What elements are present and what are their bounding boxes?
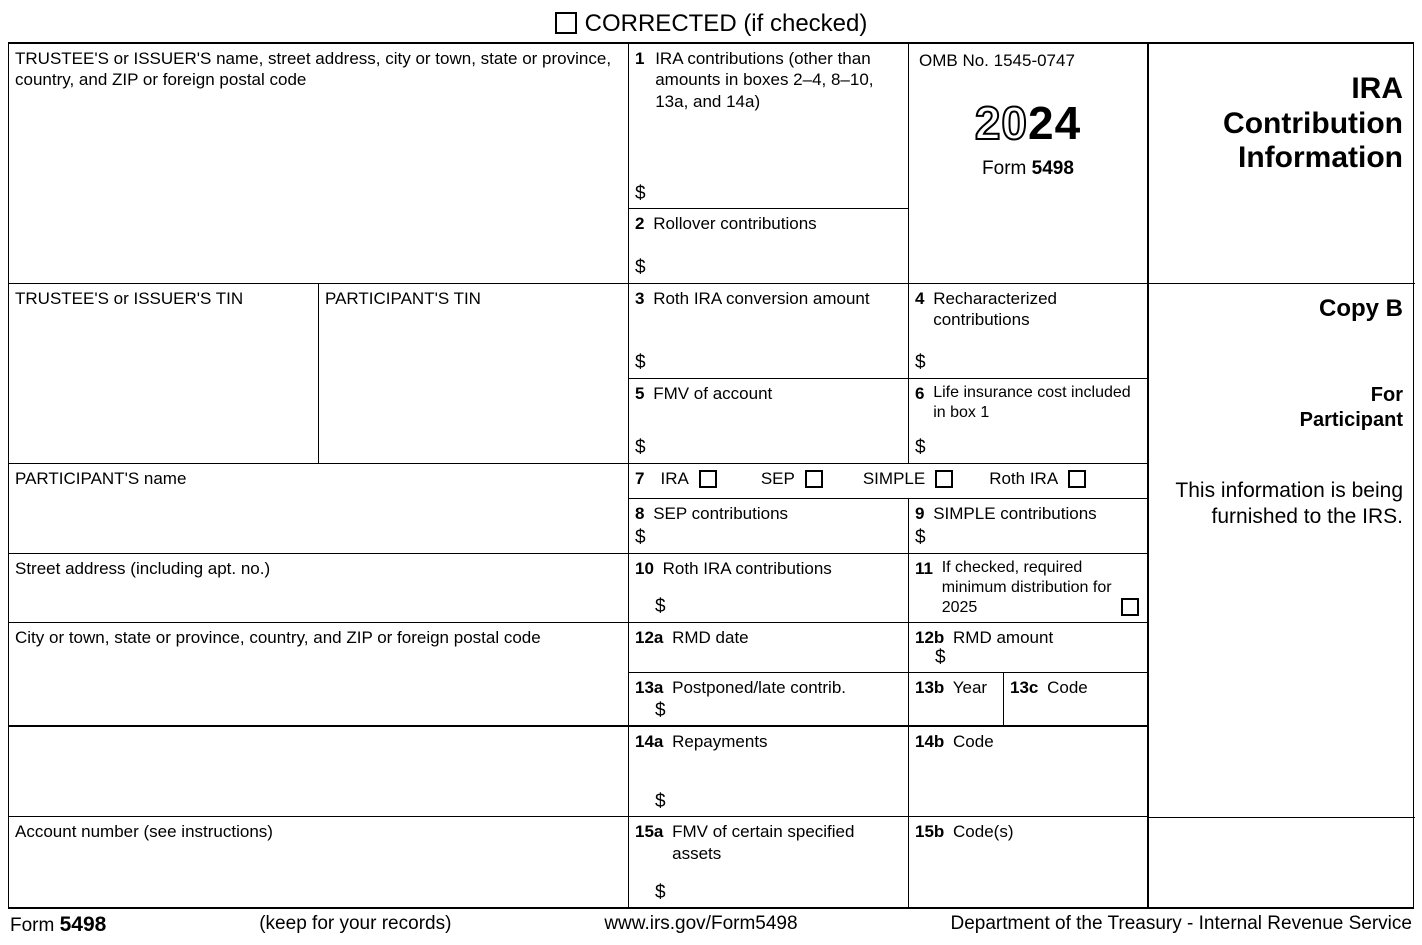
footer-form-word: Form (10, 915, 54, 936)
ira-checkbox[interactable] (699, 470, 717, 488)
corrected-label: CORRECTED (if checked) (585, 10, 868, 37)
corrected-row: CORRECTED (if checked) (8, 8, 1414, 42)
box-14a: 14a Repayments $ (629, 727, 909, 817)
roth-checkbox[interactable] (1068, 470, 1086, 488)
box-9: 9 SIMPLE contributions $ (909, 499, 1149, 554)
box-3-label: Roth IRA conversion amount (653, 288, 873, 309)
box-7-roth-label: Roth IRA (989, 468, 1058, 489)
street-cell: Street address (including apt. no.) (9, 554, 629, 623)
participant-name-label: PARTICIPANT'S name (15, 469, 186, 488)
omb-number: OMB No. 1545-0747 (915, 48, 1141, 73)
blank-left-cell (9, 727, 629, 817)
box-10: 10 Roth IRA contributions $ (629, 554, 909, 623)
participant-name-cell: PARTICIPANT'S name (9, 464, 629, 554)
for-line-1: For (1155, 383, 1403, 408)
box-7-simple-label: SIMPLE (863, 468, 925, 489)
blank-right-cell (1149, 817, 1415, 907)
form-number: 5498 (1032, 158, 1074, 179)
omb-year-cell: OMB No. 1545-0747 2024 Form 5498 (909, 44, 1149, 284)
trustee-name-label: TRUSTEE'S or ISSUER'S name, street addre… (15, 49, 611, 89)
simple-checkbox[interactable] (935, 470, 953, 488)
box-7-sep-label: SEP (761, 468, 795, 489)
title-line-3: Information (1155, 141, 1403, 176)
footer-form-number: 5498 (60, 913, 107, 936)
box-15a: 15a FMV of certain specified assets $ (629, 817, 909, 907)
account-cell: Account number (see instructions) (9, 817, 629, 907)
box-5-label: FMV of account (653, 384, 772, 403)
info-text: This information is being furnished to t… (1155, 478, 1403, 531)
for-participant-cell: For Participant (1149, 379, 1415, 464)
box-4-label: Recharacterized contributions (933, 288, 1123, 331)
box-13b-label: Year (953, 678, 987, 697)
box-13a-label: Postponed/late contrib. (672, 678, 846, 697)
box-12b-label: RMD amount (953, 628, 1053, 647)
year-solid: 24 (1028, 97, 1081, 149)
copy-b: Copy B (1155, 294, 1403, 324)
box-2: 2 Rollover contributions $ (629, 209, 909, 284)
title-line-1: IRA (1155, 72, 1403, 107)
box-2-label: Rollover contributions (653, 214, 816, 233)
form-grid: TRUSTEE'S or ISSUER'S name, street addre… (8, 42, 1414, 909)
footer: Form 5498 (keep for your records) www.ir… (8, 909, 1414, 937)
box-4: 4 Recharacterized contributions $ (909, 284, 1149, 379)
box-13a: 13a Postponed/late contrib. $ (629, 673, 909, 727)
rmd-checkbox[interactable] (1121, 598, 1139, 616)
box-14a-label: Repayments (672, 732, 767, 751)
box-14b: 14b Code (909, 727, 1149, 817)
street-label: Street address (including apt. no.) (15, 559, 270, 578)
box-6: 6 Life insurance cost included in box 1 … (909, 379, 1149, 464)
year-outline: 20 (975, 97, 1028, 149)
box-7-ira-label: IRA (660, 468, 688, 489)
box-15b-label: Code(s) (953, 822, 1013, 841)
box-9-label: SIMPLE contributions (933, 504, 1096, 523)
city-cell: City or town, state or province, country… (9, 623, 629, 727)
copy-b-cell: Copy B (1149, 284, 1415, 379)
box-3: 3 Roth IRA conversion amount $ (629, 284, 909, 379)
box-12a-label: RMD date (672, 628, 749, 647)
corrected-checkbox[interactable] (555, 12, 577, 34)
box-1: 1 IRA contributions (other than amounts … (629, 44, 909, 209)
form-label: Form (982, 158, 1026, 179)
box-13c-label: Code (1047, 678, 1088, 697)
dollar-sign: $ (635, 182, 646, 206)
footer-url: www.irs.gov/Form5498 (604, 913, 797, 937)
box-1-label: IRA contributions (other than amounts in… (655, 48, 885, 112)
footer-dept: Department of the Treasury - Internal Re… (950, 913, 1412, 937)
box-12b: 12b RMD amount $ (909, 623, 1149, 673)
trustee-tin-label: TRUSTEE'S or ISSUER'S TIN (15, 289, 243, 308)
sep-checkbox[interactable] (805, 470, 823, 488)
participant-tin-label: PARTICIPANT'S TIN (325, 289, 481, 308)
box-8: 8 SEP contributions $ (629, 499, 909, 554)
box-5: 5 FMV of account $ (629, 379, 909, 464)
account-label: Account number (see instructions) (15, 822, 273, 841)
box-14b-label: Code (953, 732, 994, 751)
title-line-2: Contribution (1155, 107, 1403, 142)
form-title-cell: IRA Contribution Information (1149, 44, 1415, 284)
footer-keep: (keep for your records) (259, 913, 451, 937)
box-12a: 12a RMD date (629, 623, 909, 673)
box-6-label: Life insurance cost included in box 1 (933, 383, 1133, 423)
box-11: 11 If checked, required minimum distribu… (909, 554, 1149, 623)
box-13bc: 13b Year 13c Code (909, 673, 1149, 727)
city-label: City or town, state or province, country… (15, 628, 541, 647)
box-10-label: Roth IRA contributions (663, 559, 832, 578)
box-11-label: If checked, required minimum distributio… (942, 558, 1122, 618)
participant-tin-cell: PARTICIPANT'S TIN (319, 284, 629, 464)
trustee-tin-cell: TRUSTEE'S or ISSUER'S TIN (9, 284, 319, 464)
box-8-label: SEP contributions (653, 504, 788, 523)
box-7: 7 IRA SEP SIMPLE Roth IRA (629, 464, 1149, 499)
box-15a-label: FMV of certain specified assets (672, 821, 882, 864)
box-15b: 15b Code(s) (909, 817, 1149, 907)
for-line-2: Participant (1155, 408, 1403, 433)
trustee-name-cell: TRUSTEE'S or ISSUER'S name, street addre… (9, 44, 629, 284)
